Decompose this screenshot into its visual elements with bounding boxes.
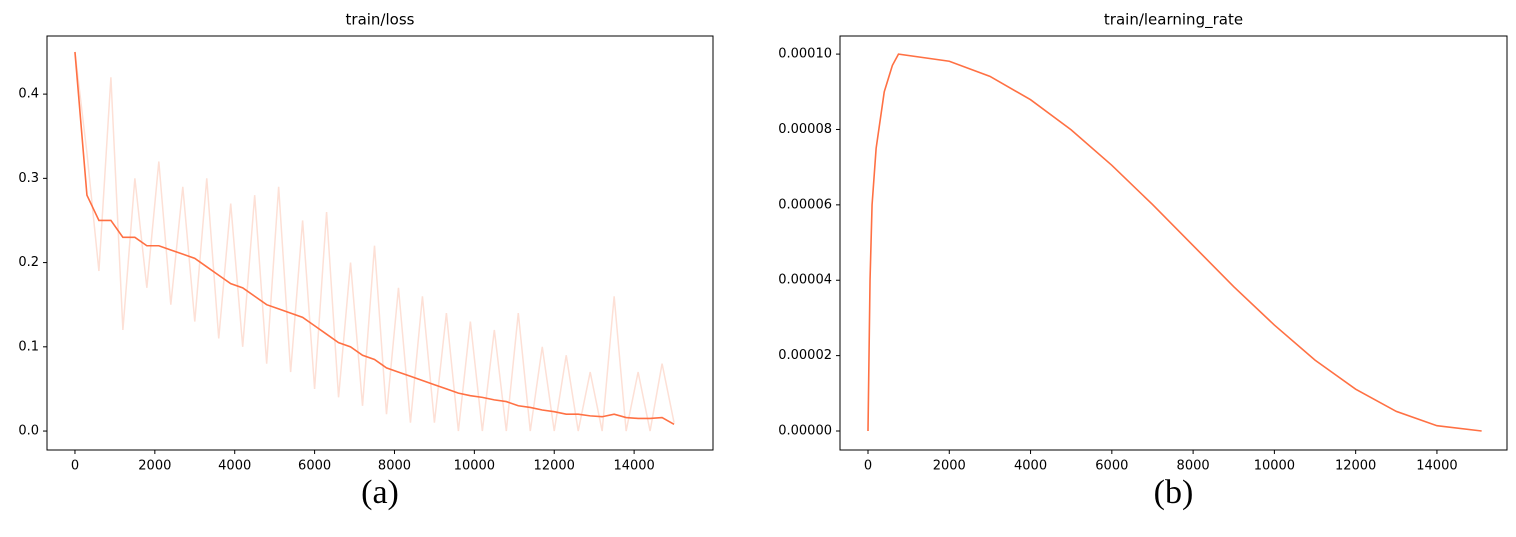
chart-title: train/learning_rate xyxy=(1104,11,1243,30)
chart-title: train/loss xyxy=(346,11,415,29)
y-tick-label: 0.00002 xyxy=(778,348,832,363)
x-tick-label: 0 xyxy=(864,459,872,474)
subplot-caption: (b) xyxy=(1154,474,1194,511)
plot-frame xyxy=(839,35,1508,451)
series-line xyxy=(74,51,675,432)
x-tick-label: 10000 xyxy=(454,459,495,474)
y-tick-label: 0.00004 xyxy=(778,273,832,288)
x-tick-label: 2000 xyxy=(138,459,171,474)
y-tick-label: 0.00000 xyxy=(778,424,832,439)
x-tick-label: 8000 xyxy=(378,459,411,474)
y-tick-label: 0.0 xyxy=(18,424,39,439)
x-tick-label: 2000 xyxy=(933,459,966,474)
plot-frame xyxy=(46,35,714,451)
x-tick-label: 4000 xyxy=(218,459,251,474)
series-line xyxy=(74,51,675,426)
y-tick-label: 0.00008 xyxy=(778,122,832,137)
x-tick-label: 8000 xyxy=(1177,459,1210,474)
x-tick-label: 4000 xyxy=(1014,459,1047,474)
y-tick-label: 0.3 xyxy=(18,171,39,186)
x-tick-label: 6000 xyxy=(1095,459,1128,474)
series-line xyxy=(867,53,1482,432)
x-tick-label: 12000 xyxy=(534,459,575,474)
y-tick-label: 0.4 xyxy=(18,87,39,102)
x-tick-label: 0 xyxy=(71,459,79,474)
x-tick-label: 6000 xyxy=(298,459,331,474)
x-tick-label: 14000 xyxy=(1416,459,1457,474)
x-tick-label: 10000 xyxy=(1254,459,1295,474)
y-tick-label: 0.00006 xyxy=(778,197,832,212)
y-tick-label: 0.00010 xyxy=(778,47,832,62)
subplot-caption: (a) xyxy=(361,474,399,511)
x-tick-label: 12000 xyxy=(1335,459,1376,474)
y-tick-label: 0.1 xyxy=(18,339,39,354)
y-tick-label: 0.2 xyxy=(18,255,39,270)
x-tick-label: 14000 xyxy=(613,459,654,474)
